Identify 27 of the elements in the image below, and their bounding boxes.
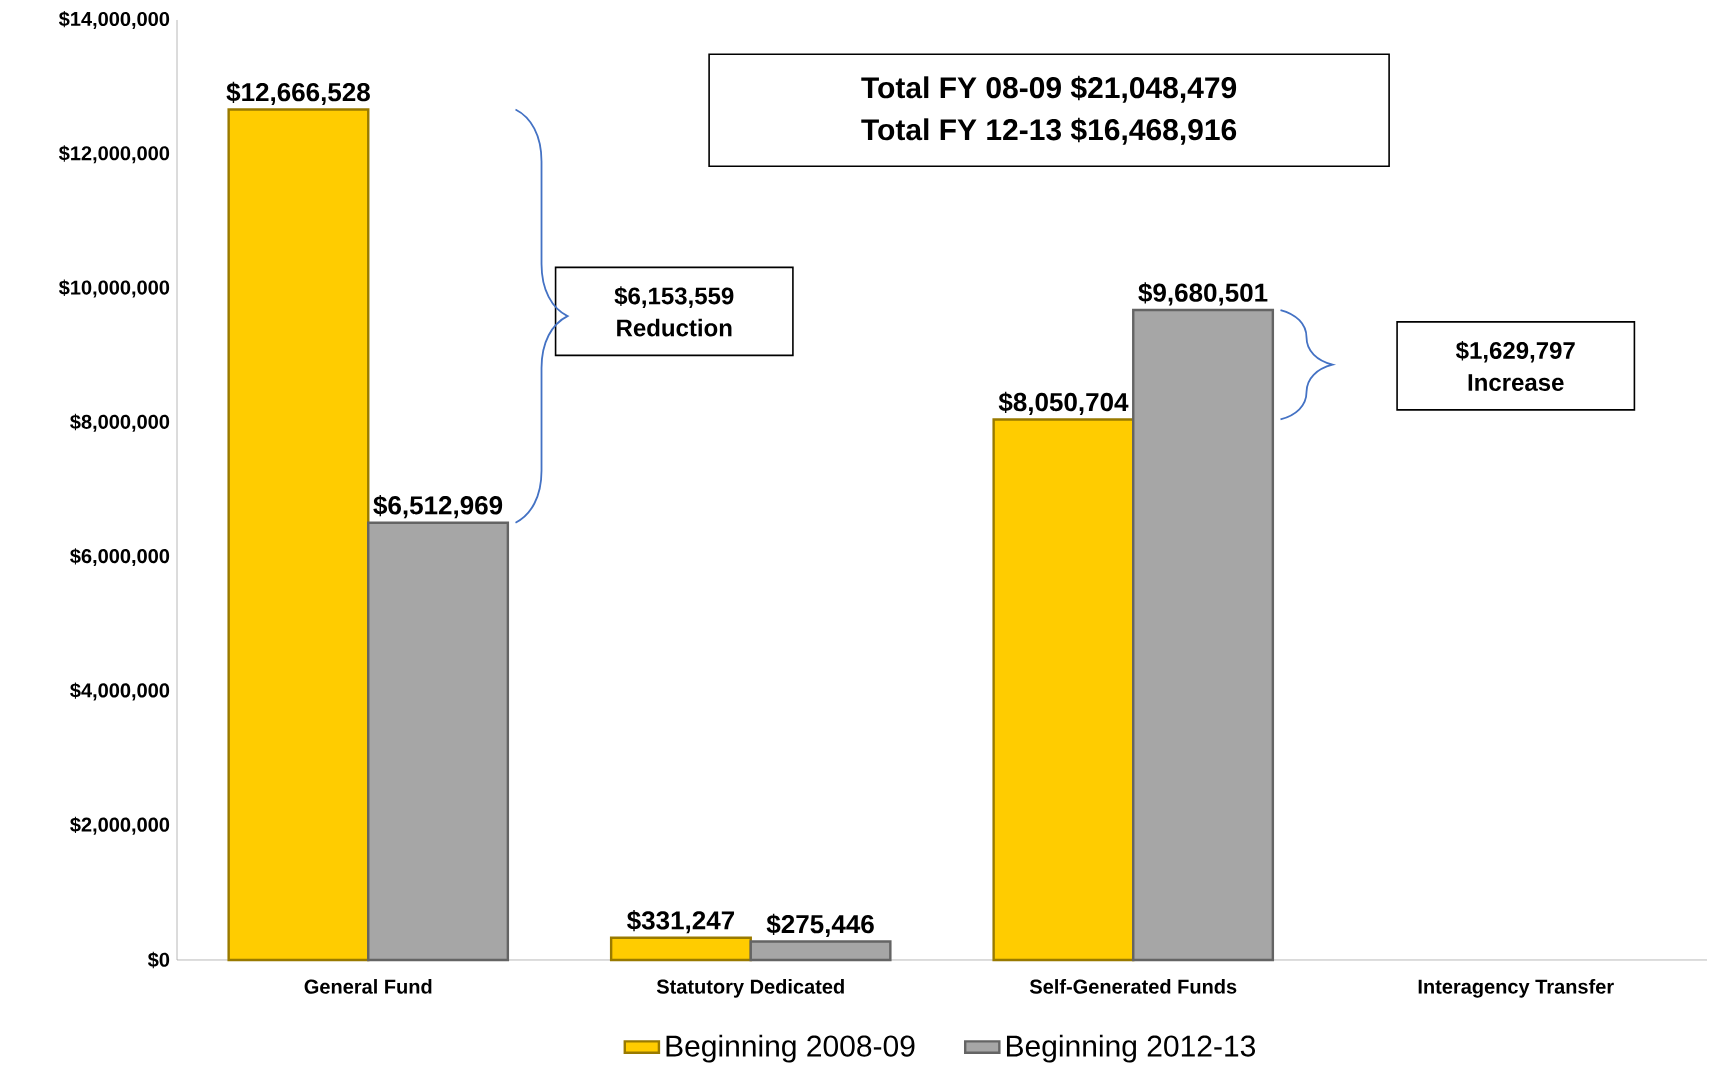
y-tick-label: $4,000,000 <box>70 682 170 701</box>
data-label: $6,512,969 <box>373 494 503 519</box>
data-label: $331,247 <box>627 910 735 934</box>
legend-label: Beginning 2008-09 <box>666 1034 915 1063</box>
x-tick-label: General Fund <box>304 979 432 994</box>
y-tick-label: $6,000,000 <box>70 548 170 567</box>
x-tick-label: Interagency Transfer <box>1418 979 1614 998</box>
data-label: $8,050,704 <box>998 391 1129 416</box>
annotation: Total FY 08-09 $21,048,479 <box>861 75 1237 103</box>
data-label: $12,666,528 <box>226 81 370 106</box>
y-tick-label: $10,000,000 <box>58 279 170 298</box>
y-tick-label: $14,000,000 <box>58 11 170 29</box>
legend-label: Beginning 2012-13 <box>1006 1034 1256 1063</box>
y-tick-label: $12,000,000 <box>58 145 170 164</box>
bar <box>609 936 752 962</box>
bar <box>227 108 370 962</box>
annotation: $1,629,797 Increase <box>1456 340 1575 391</box>
annotation: $6,153,559 Reduction <box>614 286 734 337</box>
y-tick-label: $0 <box>147 951 170 969</box>
x-tick-label: Self-Generated Funds <box>1029 979 1237 994</box>
y-tick-label: $8,000,000 <box>70 413 170 432</box>
data-label: $9,680,501 <box>1138 282 1268 306</box>
y-tick-label: $2,000,000 <box>70 816 170 835</box>
data-label: $275,446 <box>766 913 874 938</box>
bar <box>992 418 1135 962</box>
x-tick-label: Statutory Dedicated <box>656 979 844 998</box>
annotation: Total FY 12-13 $16,468,916 <box>861 117 1237 145</box>
